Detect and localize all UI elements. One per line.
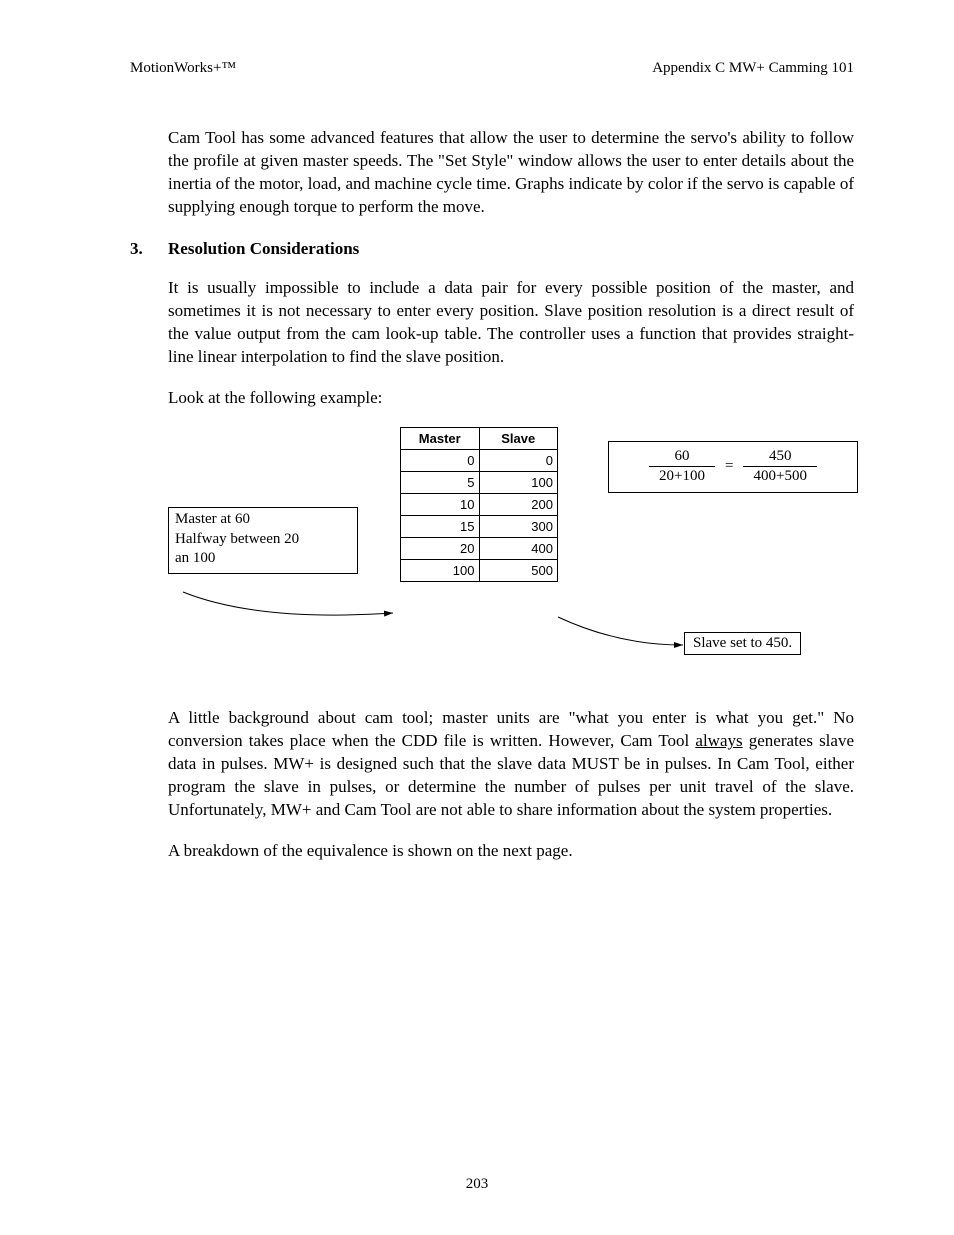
cell-slave: 400 [479, 538, 558, 560]
arrow-table-to-result [558, 607, 698, 652]
arrow-left-to-table [178, 577, 408, 627]
cam-table-wrap: Master Slave 00 5100 10200 15300 20400 1… [400, 427, 558, 582]
slave-result-box: Slave set to 450. [684, 632, 801, 655]
cell-master: 100 [401, 560, 480, 582]
cam-table-header-master: Master [401, 428, 480, 450]
cell-master: 5 [401, 472, 480, 494]
equation-box: 60 20+100 = 450 400+500 [608, 441, 858, 493]
cell-slave: 300 [479, 516, 558, 538]
cam-table: Master Slave 00 5100 10200 15300 20400 1… [400, 427, 558, 582]
cell-master: 15 [401, 516, 480, 538]
master-note-line2: Halfway between 20 [175, 530, 351, 550]
table-row: 15300 [401, 516, 558, 538]
section-number: 3. [130, 239, 168, 259]
header-left: MotionWorks+™ [130, 60, 236, 77]
section-heading: 3. Resolution Considerations [130, 239, 854, 259]
table-row: 10200 [401, 494, 558, 516]
master-note-line3: an 100 [175, 549, 351, 569]
section-title: Resolution Considerations [168, 239, 359, 259]
cell-slave: 100 [479, 472, 558, 494]
fraction-right-den: 400+500 [743, 467, 816, 485]
table-row: 5100 [401, 472, 558, 494]
fraction-left-num: 60 [649, 448, 715, 466]
cam-table-header-row: Master Slave [401, 428, 558, 450]
fraction-right: 450 400+500 [743, 448, 816, 484]
page-number: 203 [0, 1176, 954, 1193]
page-header: MotionWorks+™ Appendix C MW+ Camming 101 [130, 60, 854, 77]
paragraph-4-text: A little background about cam tool; mast… [168, 707, 854, 822]
header-right: Appendix C MW+ Camming 101 [652, 60, 854, 77]
fraction-left-den: 20+100 [649, 467, 715, 485]
paragraph-2: It is usually impossible to include a da… [168, 277, 854, 369]
cam-table-header-slave: Slave [479, 428, 558, 450]
para4-underline: always [695, 731, 742, 750]
cell-slave: 500 [479, 560, 558, 582]
paragraph-4: A little background about cam tool; mast… [168, 707, 854, 822]
cell-master: 20 [401, 538, 480, 560]
interpolation-diagram: Master at 60 Halfway between 20 an 100 M… [168, 427, 868, 667]
cell-slave: 0 [479, 450, 558, 472]
fraction-right-num: 450 [743, 448, 816, 466]
paragraph-5-text: A breakdown of the equivalence is shown … [168, 840, 854, 863]
cell-slave: 200 [479, 494, 558, 516]
paragraph-2-text: It is usually impossible to include a da… [168, 277, 854, 369]
cell-master: 10 [401, 494, 480, 516]
paragraph-1: Cam Tool has some advanced features that… [168, 127, 854, 219]
paragraph-3-text: Look at the following example: [168, 387, 854, 410]
master-note-box: Master at 60 Halfway between 20 an 100 [168, 507, 358, 574]
paragraph-5: A breakdown of the equivalence is shown … [168, 840, 854, 863]
cell-master: 0 [401, 450, 480, 472]
equals-sign: = [725, 458, 733, 475]
paragraph-3: Look at the following example: [168, 387, 854, 410]
table-row: 100500 [401, 560, 558, 582]
page: MotionWorks+™ Appendix C MW+ Camming 101… [0, 0, 954, 1235]
table-row: 00 [401, 450, 558, 472]
table-row: 20400 [401, 538, 558, 560]
fraction-left: 60 20+100 [649, 448, 715, 484]
paragraph-1-text: Cam Tool has some advanced features that… [168, 127, 854, 219]
master-note-line1: Master at 60 [175, 510, 351, 530]
